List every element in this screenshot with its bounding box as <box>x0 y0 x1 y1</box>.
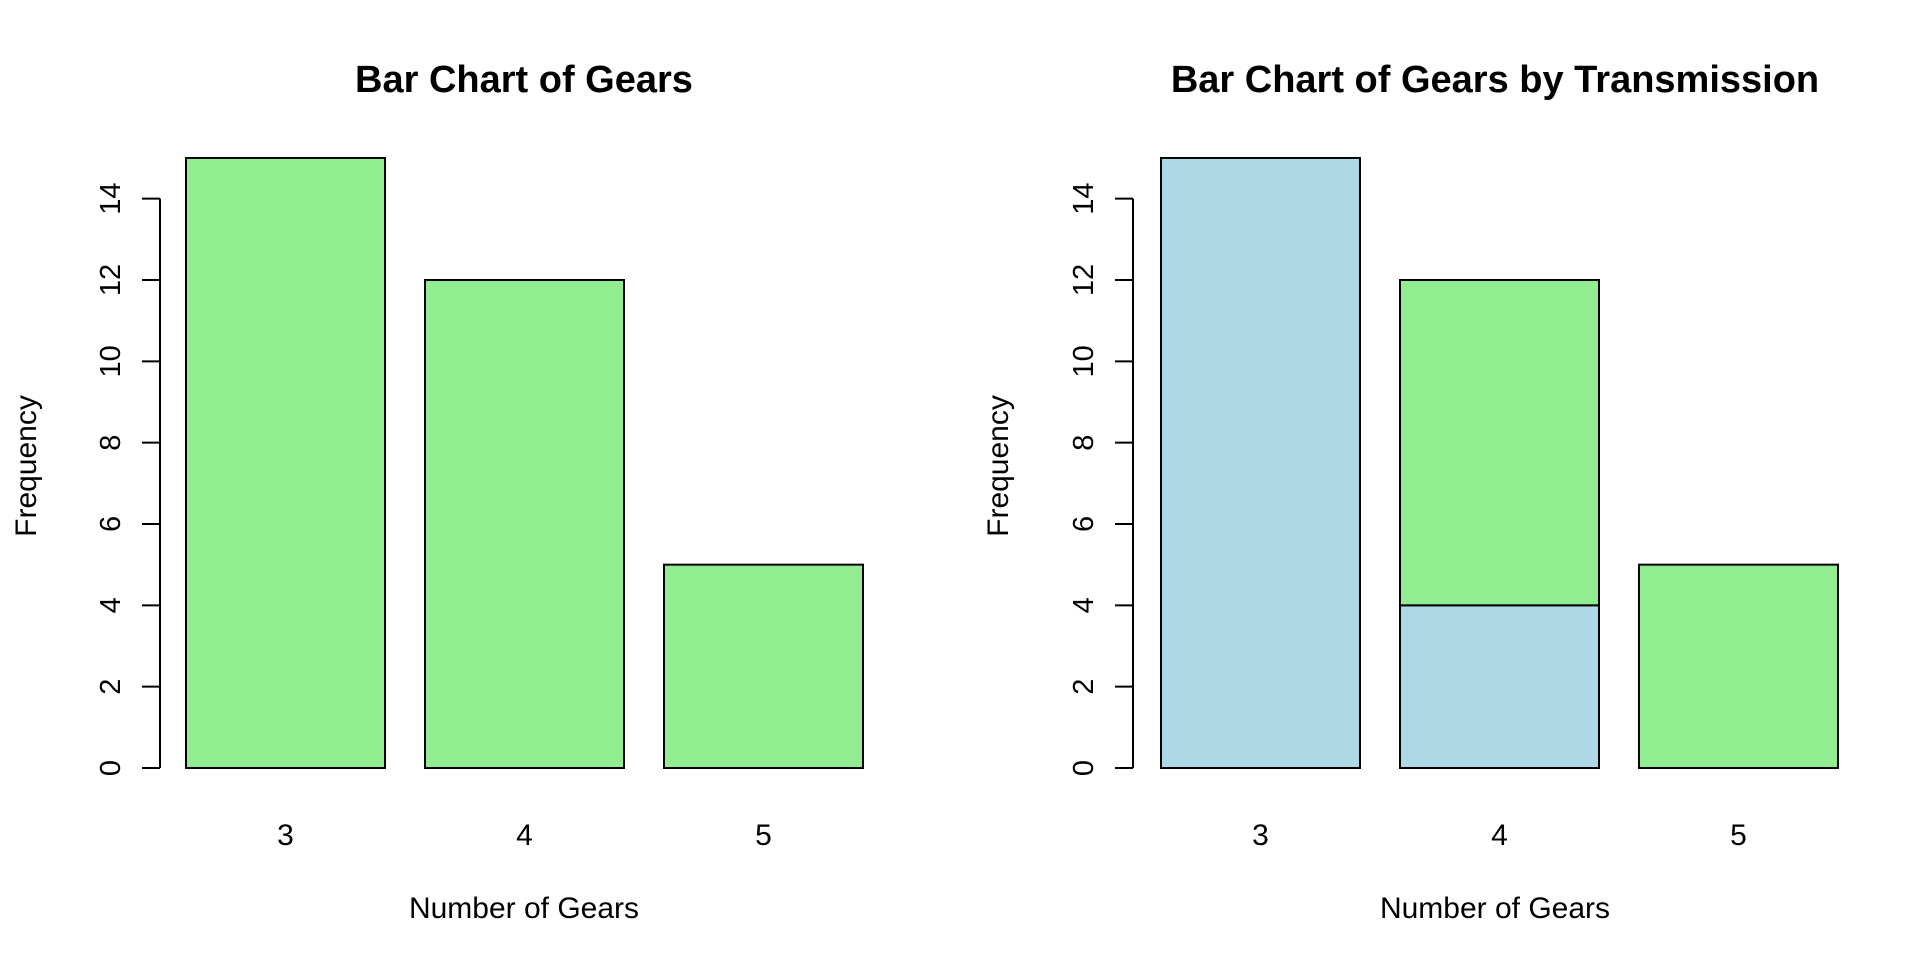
bars <box>1160 156 1839 769</box>
x-tick-label: 5 <box>755 819 772 852</box>
x-tick-label: 5 <box>1730 819 1747 852</box>
y-tick-label: 12 <box>1068 264 1100 296</box>
bar-4-segment-0 <box>1399 604 1600 769</box>
y-axis: 0 2 4 6 8 10 12 14 <box>1068 183 1134 776</box>
y-tick-label: 12 <box>95 264 127 296</box>
x-category-labels: 3 4 5 <box>277 819 772 852</box>
y-tick-label: 14 <box>95 183 127 215</box>
bar-3 <box>185 156 386 769</box>
y-tick-label: 10 <box>95 345 127 377</box>
x-tick-label: 4 <box>516 819 533 852</box>
bar-5 <box>663 563 864 769</box>
x-axis-label: Number of Gears <box>409 892 639 925</box>
y-tick-label: 0 <box>1068 760 1100 776</box>
y-tick-label: 6 <box>95 516 127 532</box>
y-tick-label: 8 <box>1068 435 1100 451</box>
y-tick-label: 6 <box>1068 516 1100 532</box>
bar-3-segment-0 <box>1160 156 1361 769</box>
y-tick-label: 4 <box>1068 597 1100 613</box>
y-tick-label: 0 <box>95 760 127 776</box>
y-tick-label: 2 <box>1068 679 1100 695</box>
bar-4 <box>424 278 625 769</box>
bars <box>185 156 864 769</box>
chart-title: Bar Chart of Gears <box>355 59 693 101</box>
x-category-labels: 3 4 5 <box>1252 819 1747 852</box>
bar-chart-gears: Bar Chart of Gears 0 2 4 6 8 10 12 14 3 4 5 Numbe… <box>10 59 864 925</box>
y-tick-label: 10 <box>1068 345 1100 377</box>
bar-chart-gears-by-transmission: Bar Chart of Gears by Transmission 0 2 4 6 8… <box>982 59 1839 925</box>
bar-5-segment-1 <box>1638 563 1839 769</box>
x-tick-label: 3 <box>1252 819 1269 852</box>
chart-title: Bar Chart of Gears by Transmission <box>1171 59 1819 101</box>
bar-4-segment-1 <box>1399 278 1600 607</box>
x-tick-label: 3 <box>277 819 294 852</box>
y-axis-label: Frequency <box>10 395 43 537</box>
y-axis: 0 2 4 6 8 10 12 14 <box>95 183 161 776</box>
y-tick-label: 8 <box>95 435 127 451</box>
x-axis-label: Number of Gears <box>1380 892 1610 925</box>
x-tick-label: 4 <box>1491 819 1508 852</box>
y-tick-label: 14 <box>1068 183 1100 215</box>
y-tick-label: 2 <box>95 679 127 695</box>
y-axis-label: Frequency <box>982 395 1015 537</box>
y-tick-label: 4 <box>95 597 127 613</box>
